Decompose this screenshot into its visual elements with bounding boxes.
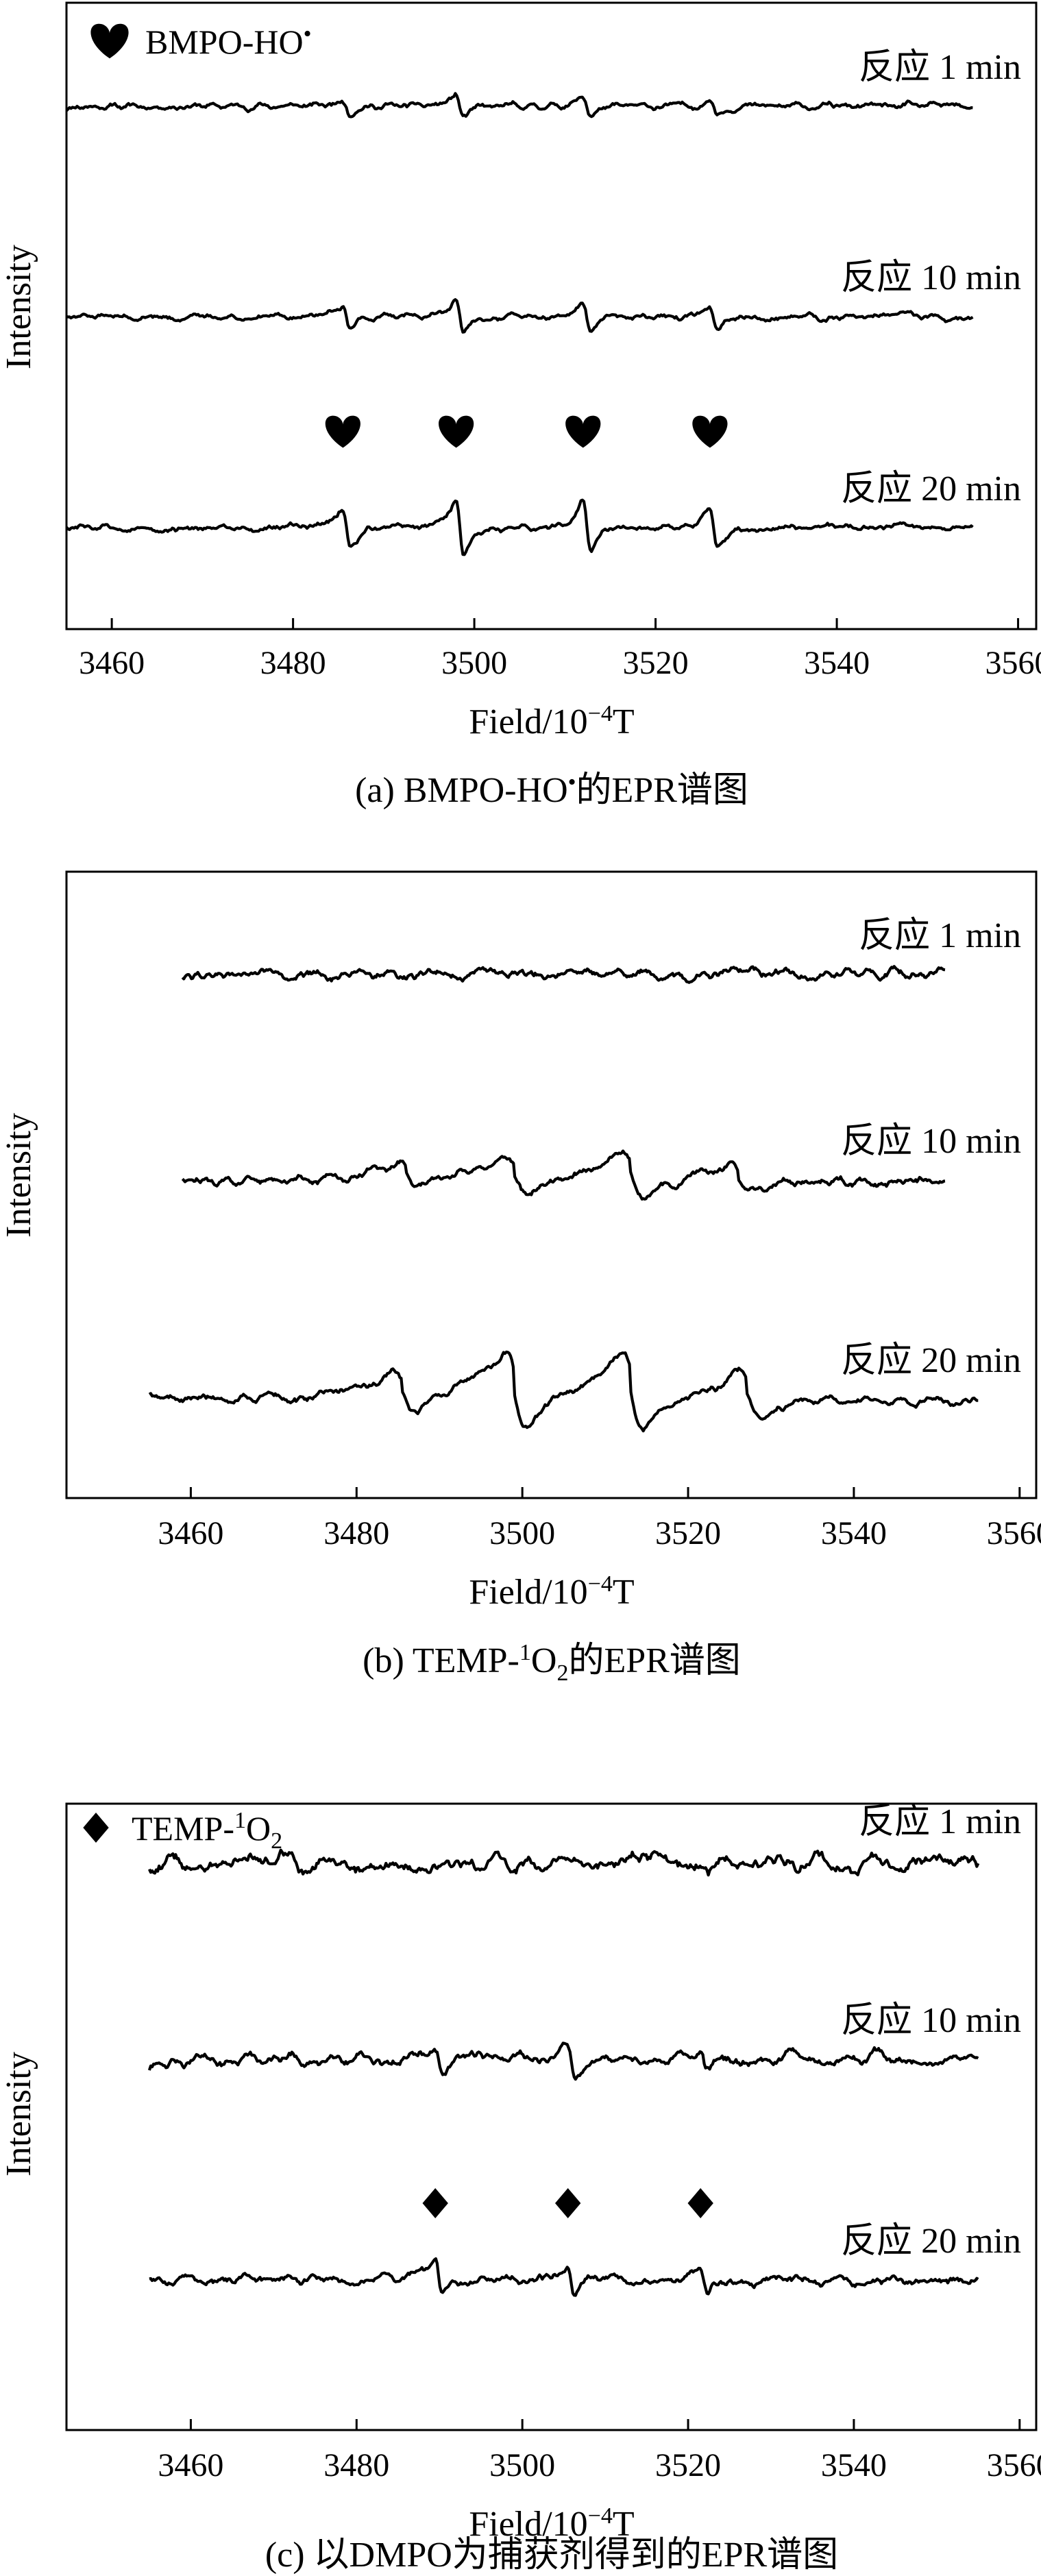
traces — [147, 1848, 980, 2297]
plot-frame — [65, 870, 1038, 1499]
series-line — [65, 498, 974, 556]
peak-markers — [325, 415, 728, 448]
x-axis-label: Field/10−4T — [469, 2503, 634, 2544]
legend-label: BMPO-HO• — [145, 21, 312, 61]
peak-marker — [325, 415, 360, 448]
x-tick-labels: 3460 3480 3500 3520 3540 3560 — [158, 2447, 1041, 2483]
epr-chart-c: 3460 3480 3500 3520 3540 3560 反应 1 min 反应 10 m… — [0, 1802, 1041, 2575]
x-ticks — [189, 1487, 1021, 1498]
x-tick-label: 3460 — [158, 1515, 223, 1551]
peak-marker — [692, 415, 728, 448]
x-tick-label: 3520 — [655, 1515, 721, 1551]
caption: (a) BMPO-HO•的EPR谱图 — [355, 770, 748, 810]
plot-frame — [65, 1, 1038, 630]
peak-marker — [554, 2188, 581, 2218]
caption: (c) 以DMPO为捕获剂得到的EPR谱图 — [265, 2536, 838, 2575]
trace-labels: 反应 1 min 反应 10 min 反应 20 min — [841, 916, 1021, 1380]
traces — [148, 965, 979, 1433]
legend: BMPO-HO• — [90, 21, 312, 61]
caption: (b) TEMP-1O2的EPR谱图 — [363, 1640, 741, 1686]
x-tick-label: 3480 — [323, 2447, 389, 2483]
y-axis-label: Intensity — [0, 1113, 38, 1238]
trace-labels: 反应 1 min 反应 10 min 反应 20 min — [841, 1802, 1021, 2261]
x-tick-label: 3500 — [489, 2447, 555, 2483]
x-tick-label: 3480 — [323, 1515, 389, 1551]
peak-marker — [687, 2188, 713, 2218]
series-label: 反应 20 min — [841, 469, 1021, 508]
series-label: 反应 20 min — [841, 1341, 1021, 1380]
x-tick-label: 3540 — [821, 1515, 887, 1551]
series-label: 反应 1 min — [859, 48, 1021, 87]
series-label: 反应 10 min — [841, 2001, 1021, 2040]
y-axis-label: Intensity — [0, 245, 38, 369]
x-axis-label: Field/10−4T — [469, 1571, 634, 1612]
traces — [65, 92, 974, 556]
peak-marker — [422, 2188, 448, 2218]
series-label: 反应 10 min — [841, 1122, 1021, 1161]
x-tick-label: 3560 — [987, 2447, 1041, 2483]
x-tick-labels: 3460 3480 3500 3520 3540 3560 — [79, 645, 1041, 681]
x-tick-label: 3500 — [441, 645, 507, 681]
plot-frame — [65, 1802, 1038, 2431]
peak-marker — [439, 415, 474, 448]
x-ticks — [110, 618, 1020, 629]
series-line — [65, 92, 973, 119]
series-line — [181, 1149, 946, 1201]
x-tick-label: 3560 — [987, 1515, 1041, 1551]
series-line — [147, 2041, 979, 2081]
x-tick-label: 3460 — [79, 645, 145, 681]
series-line — [147, 1848, 980, 1877]
series-line — [149, 2257, 979, 2297]
x-tick-label: 3540 — [804, 645, 870, 681]
peak-markers — [422, 2188, 713, 2218]
x-ticks — [189, 2419, 1021, 2430]
series-label: 反应 1 min — [859, 916, 1021, 955]
legend-label: TEMP-1O2 — [132, 1808, 282, 1854]
series-label: 反应 20 min — [841, 2222, 1021, 2261]
x-tick-label: 3540 — [821, 2447, 887, 2483]
series-line — [181, 965, 946, 984]
x-tick-label: 3480 — [260, 645, 326, 681]
peak-marker — [565, 415, 601, 448]
x-tick-label: 3500 — [489, 1515, 555, 1551]
x-axis-label: Field/10−4T — [469, 701, 634, 741]
series-line — [66, 298, 974, 334]
series-label: 反应 1 min — [859, 1802, 1021, 1841]
legend: TEMP-1O2 — [83, 1808, 282, 1854]
series-label: 反应 10 min — [841, 258, 1021, 297]
trace-labels: 反应 1 min 反应 10 min 反应 20 min — [841, 48, 1021, 508]
series-line — [148, 1350, 979, 1433]
x-tick-label: 3460 — [158, 2447, 223, 2483]
legend-marker — [90, 23, 129, 59]
legend-marker — [83, 1813, 109, 1843]
x-tick-label: 3560 — [985, 645, 1041, 681]
x-tick-labels: 3460 3480 3500 3520 3540 3560 — [158, 1515, 1041, 1551]
epr-chart-a: 3460 3480 3500 3520 3540 3560 反应 1 min 反应 10 m… — [0, 1, 1041, 810]
epr-chart-b: 3460 3480 3500 3520 3540 3560 反应 1 min 反应 10 m… — [0, 870, 1041, 1686]
x-tick-label: 3520 — [623, 645, 689, 681]
x-tick-label: 3520 — [655, 2447, 721, 2483]
y-axis-label: Intensity — [0, 2052, 38, 2176]
